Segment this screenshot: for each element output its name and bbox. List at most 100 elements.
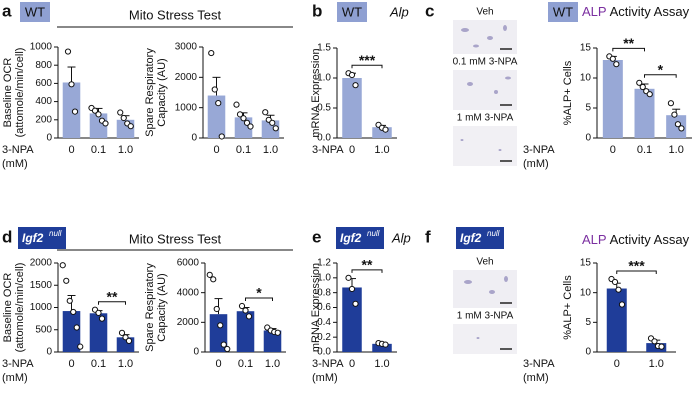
- y-tick-label: 6000: [177, 258, 200, 269]
- data-point: [95, 111, 102, 118]
- significance-label: **: [362, 257, 373, 273]
- data-point: [348, 285, 356, 293]
- x-tick-label: 0.1: [236, 144, 251, 156]
- y-axis-label: Baseline OCR: [2, 58, 14, 128]
- y-tick-label: 0.4: [317, 317, 331, 328]
- x-axis-label: 3-NPA: [312, 144, 344, 156]
- y-axis-label: (attomole/min/cell): [14, 263, 26, 353]
- data-point: [240, 115, 247, 122]
- genotype-label: null: [367, 229, 380, 238]
- y-tick-label: 1.0: [317, 272, 331, 283]
- significance-label: ***: [628, 258, 645, 274]
- data-point: [618, 301, 626, 308]
- significance-label: **: [623, 35, 634, 51]
- genotype-label: Igf2: [460, 231, 482, 245]
- panel-letter: b: [312, 1, 322, 20]
- x-axis-label: (mM): [312, 372, 338, 384]
- y-axis-label: Capacity (AU): [156, 58, 168, 126]
- y-axis-label: Baseline OCR: [2, 273, 14, 343]
- data-point: [127, 123, 134, 130]
- data-point: [77, 343, 84, 350]
- significance-bracket: [351, 64, 383, 69]
- significance-label: **: [107, 288, 118, 304]
- bar: [342, 78, 362, 138]
- y-tick-label: 0: [191, 133, 197, 144]
- data-point: [245, 313, 253, 320]
- data-point: [63, 277, 70, 284]
- y-tick-label: 5: [585, 103, 591, 114]
- y-axis-label: mRNA Expression: [310, 263, 322, 352]
- data-point: [117, 109, 124, 116]
- genotype-label: WT: [342, 4, 362, 19]
- y-tick-label: 0.0: [317, 133, 331, 144]
- y-tick-label: 0: [46, 133, 52, 144]
- bar: [634, 88, 655, 138]
- significance-bracket: [644, 74, 677, 78]
- genotype-label: WT: [25, 4, 45, 19]
- section-title: Mito Stress Test: [129, 231, 222, 246]
- data-point: [352, 300, 359, 307]
- data-point: [211, 86, 218, 93]
- gene-title: Alp: [391, 230, 411, 245]
- x-tick-label: 1.0: [669, 144, 684, 156]
- x-tick-label: 0: [68, 358, 74, 370]
- bar: [263, 330, 282, 352]
- y-tick-label: 800: [35, 60, 52, 71]
- y-tick-label: 2000: [175, 72, 198, 83]
- significance-bracket: [612, 47, 645, 52]
- panel-letter: f: [425, 227, 431, 246]
- assay-title: ALP Activity Assay: [582, 232, 690, 247]
- significance-bracket: [351, 269, 383, 273]
- data-point: [382, 341, 389, 348]
- y-tick-label: 0: [46, 347, 52, 358]
- genotype-group: Igf2 null Igf2 null Igf2 null: [18, 227, 504, 249]
- x-tick-label: 0: [349, 144, 355, 156]
- y-axis-label: %ALP+ Cells: [562, 275, 574, 340]
- data-point: [611, 278, 619, 286]
- y-tick-label: 1000: [175, 102, 198, 113]
- data-point: [233, 101, 240, 108]
- y-axis-label: Capacity (AU): [156, 273, 168, 341]
- y-tick-label: 600: [35, 78, 52, 89]
- gene-title: Alp: [389, 4, 409, 19]
- genotype-box: [20, 2, 50, 22]
- genotype-box: [456, 227, 504, 249]
- y-tick-label: 0: [585, 133, 591, 144]
- y-tick-label: 0.8: [317, 287, 331, 298]
- panel-letter: c: [425, 1, 434, 20]
- genotype-label: null: [49, 229, 62, 238]
- y-tick-label: 1500: [30, 280, 53, 291]
- x-tick-label: 0.1: [637, 144, 652, 156]
- x-axis-label: 3-NPA: [2, 144, 34, 156]
- assay-marker: ALP: [582, 232, 606, 247]
- data-point: [345, 274, 352, 281]
- bar: [372, 343, 392, 352]
- data-point: [98, 315, 106, 322]
- genotype-box: [548, 2, 578, 22]
- panel-letter: d: [2, 227, 12, 246]
- image-label: 0.1 mM 3-NPA: [453, 57, 518, 68]
- data-point: [220, 341, 227, 348]
- data-point: [382, 126, 389, 133]
- y-axis-label: Spare Respiratory: [144, 263, 156, 352]
- y-tick-label: 400: [35, 96, 52, 107]
- data-point: [71, 108, 79, 115]
- data-point: [236, 111, 244, 118]
- bar: [602, 60, 623, 138]
- panel-letter: e: [312, 227, 321, 246]
- y-tick-label: 0.5: [317, 103, 331, 114]
- data-point: [64, 48, 72, 55]
- data-point: [243, 119, 251, 126]
- x-tick-label: 0: [610, 144, 616, 156]
- x-axis-label: (mM): [2, 158, 28, 170]
- x-axis-label: 3-NPA: [312, 358, 344, 370]
- data-point: [352, 82, 359, 89]
- genotype-label: Igf2: [22, 231, 44, 245]
- y-tick-label: 0.6: [317, 302, 331, 313]
- x-axis-label: (mM): [523, 158, 549, 170]
- y-tick-label: 0: [193, 347, 199, 358]
- image-label: Veh: [476, 257, 493, 268]
- significance-label: *: [658, 62, 664, 78]
- data-point: [70, 308, 77, 316]
